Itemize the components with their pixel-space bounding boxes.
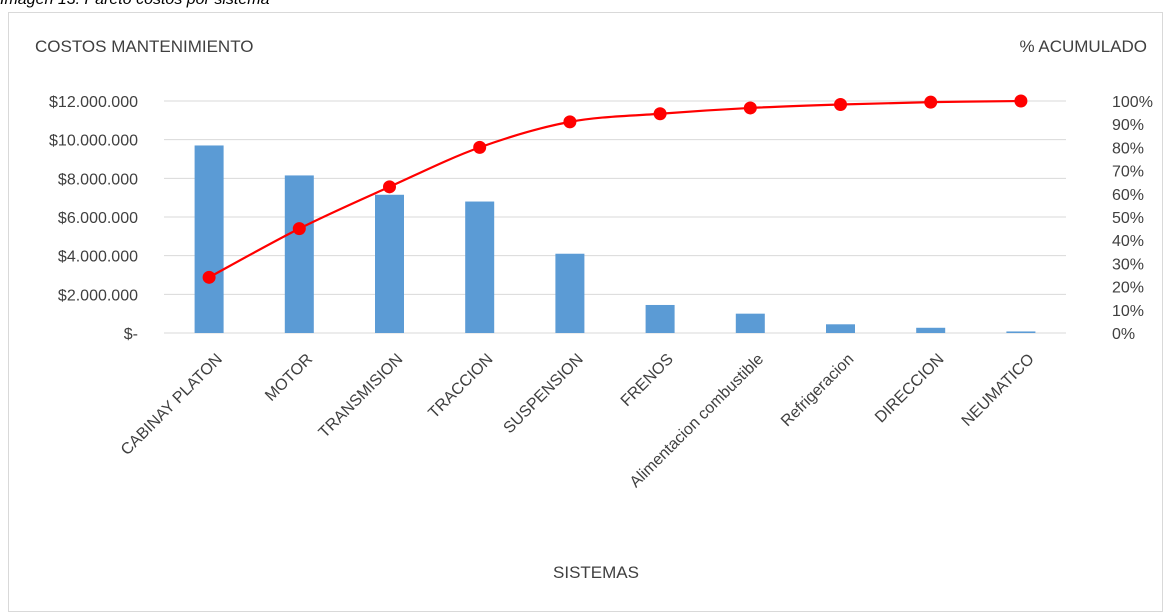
y2-tick-label: 10% xyxy=(1112,303,1144,320)
y-tick-label: $- xyxy=(124,326,138,343)
y2-tick-label: 20% xyxy=(1112,280,1144,297)
y2-tick-label: 100% xyxy=(1112,94,1153,111)
cumulative-point xyxy=(743,101,757,115)
bar xyxy=(826,324,855,333)
cumulative-point xyxy=(1014,94,1028,108)
bar xyxy=(735,313,765,333)
right-axis-title: % ACUMULADO xyxy=(1019,37,1147,56)
pareto-chart: COSTOS MANTENIMIENTO % ACUMULADO SISTEMA… xyxy=(35,37,1153,582)
y2-tick-label: 80% xyxy=(1112,140,1144,157)
cumulative-line xyxy=(208,99,1021,279)
x-tick-label: Refrigeracion xyxy=(778,351,857,430)
cumulative-point xyxy=(473,140,487,154)
y-tick-label: $12.000.000 xyxy=(49,94,138,111)
x-tick-label: CABINAY PLATON xyxy=(118,351,226,459)
x-axis-title: SISTEMAS xyxy=(553,563,639,582)
cumulative-point xyxy=(834,97,847,111)
cumulative-point xyxy=(563,115,577,129)
y2-tick-label: 0% xyxy=(1112,326,1135,343)
cumulative-point xyxy=(383,180,396,194)
y-tick-label: $6.000.000 xyxy=(58,210,138,227)
x-tick-label: TRANSMISION xyxy=(316,351,407,442)
x-tick-label: FRENOS xyxy=(618,351,677,410)
x-tick-label: DIRECCION xyxy=(872,351,948,427)
x-tick-label: MOTOR xyxy=(262,351,316,405)
y-tick-label: $8.000.000 xyxy=(58,171,138,188)
y-tick-label: $4.000.000 xyxy=(58,249,138,266)
x-tick-label: TRACCION xyxy=(425,351,496,422)
bar xyxy=(555,253,585,333)
y-tick-label: $10.000.000 xyxy=(49,133,138,150)
y2-tick-label: 30% xyxy=(1112,256,1144,273)
bar xyxy=(1006,331,1036,333)
x-tick-label: SUSPENSION xyxy=(501,351,587,437)
left-axis-title: COSTOS MANTENIMIENTO xyxy=(35,37,254,56)
bar xyxy=(194,145,224,333)
x-tick-label: NEUMATICO xyxy=(959,351,1038,430)
cumulative-point xyxy=(924,95,938,109)
y2-tick-label: 40% xyxy=(1112,233,1144,250)
y2-tick-label: 60% xyxy=(1112,187,1144,204)
y-tick-label: $2.000.000 xyxy=(58,287,138,304)
cumulative-point xyxy=(202,270,216,284)
figure-caption: Imagen 13. Pareto costos por sistema xyxy=(0,0,269,9)
bar xyxy=(916,327,946,333)
cumulative-point xyxy=(653,107,667,121)
bar xyxy=(465,201,495,333)
y2-tick-label: 90% xyxy=(1112,117,1144,134)
bar xyxy=(375,194,404,333)
y2-tick-label: 70% xyxy=(1112,164,1144,181)
y2-tick-label: 50% xyxy=(1112,210,1144,227)
bar xyxy=(284,175,314,333)
bar xyxy=(645,304,675,333)
cumulative-point xyxy=(292,222,306,236)
